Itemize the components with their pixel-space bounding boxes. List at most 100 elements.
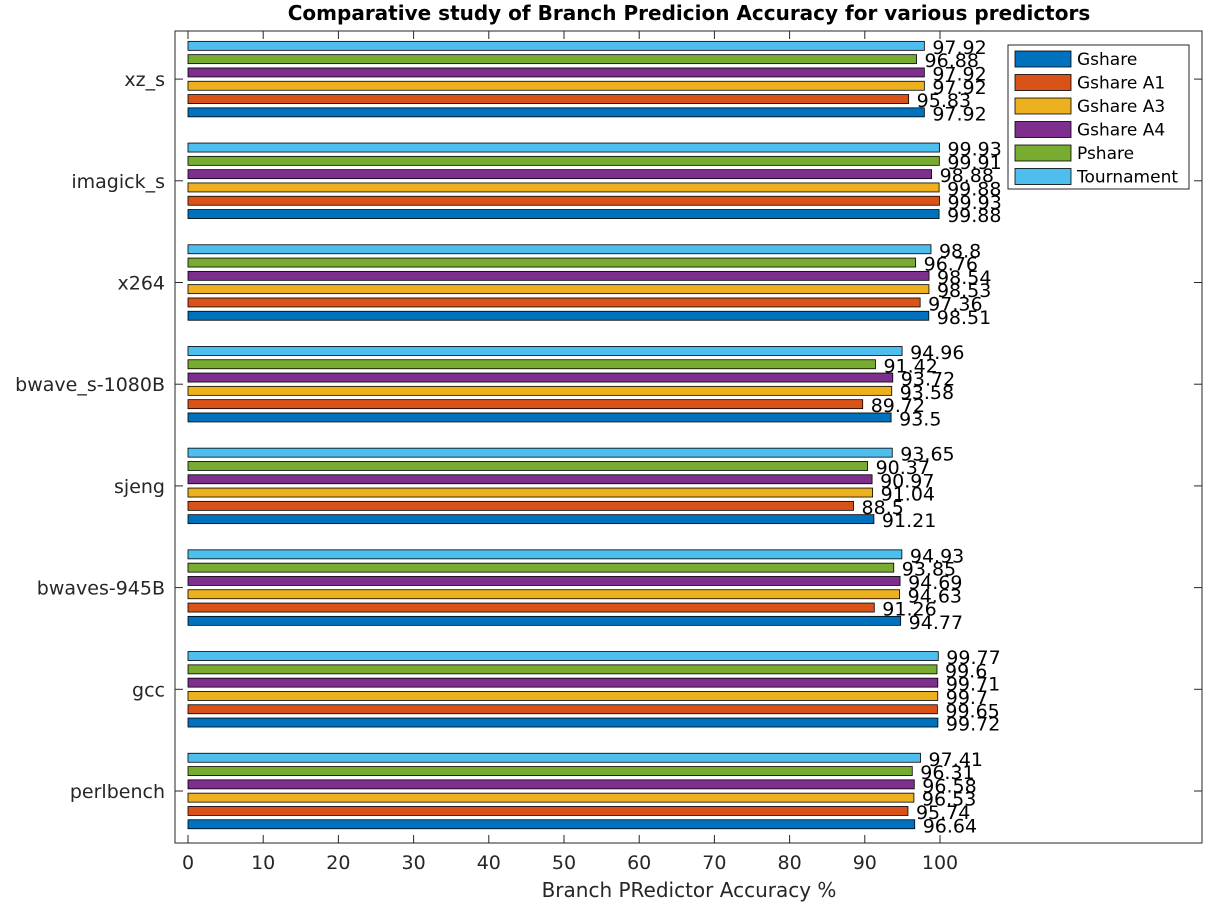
bar (187, 447, 893, 458)
bar (187, 487, 874, 498)
bar (187, 589, 901, 600)
legend-swatch (1014, 121, 1072, 138)
bar (187, 514, 875, 525)
x-axis-title: Branch PRedictor Accuracy % (542, 878, 837, 902)
data-label: 96.31 (920, 762, 974, 784)
legend-label: Gshare (1077, 50, 1137, 70)
legend-box (1007, 44, 1190, 190)
category-label: perlbench (70, 781, 165, 803)
bar (187, 297, 921, 308)
bar (187, 412, 892, 423)
data-label: 99.93 (947, 192, 1001, 214)
data-label: 93.85 (902, 559, 956, 581)
data-label: 97.92 (932, 77, 986, 99)
data-label: 99.6 (945, 660, 987, 682)
x-tick-label: 50 (552, 852, 576, 874)
data-label: 98.51 (937, 307, 991, 329)
data-label: 99.88 (947, 205, 1001, 227)
data-label: 98.8 (939, 240, 981, 262)
data-label: 91.26 (882, 599, 936, 621)
bar (187, 717, 939, 728)
bar (187, 819, 916, 830)
x-tick-label: 80 (778, 852, 802, 874)
bar (187, 209, 940, 219)
bar (187, 576, 901, 586)
data-label: 99.93 (947, 139, 1001, 161)
data-label: 97.92 (932, 103, 986, 125)
bar (187, 766, 913, 776)
x-tick-label: 60 (627, 852, 651, 874)
legend-swatch (1014, 74, 1072, 91)
bar (187, 67, 925, 78)
bar (187, 80, 925, 91)
data-label: 94.77 (909, 612, 963, 634)
bar (187, 107, 925, 118)
bar (187, 310, 930, 321)
x-tick-label: 0 (182, 852, 194, 874)
bar (187, 399, 864, 410)
bar (187, 752, 921, 763)
bar (187, 664, 938, 675)
bar (187, 562, 895, 573)
legend-label: Gshare A3 (1077, 97, 1165, 117)
x-tick-label: 30 (402, 852, 426, 874)
bar (187, 385, 893, 396)
bar (187, 615, 902, 626)
data-label: 96.76 (924, 254, 978, 276)
bar (187, 792, 915, 803)
category-label: bwave_s-1080B (15, 374, 165, 396)
axes: perlbench gcc bwaves-945B sjeng bwave_s-1080… (15, 31, 1202, 874)
bar (187, 500, 854, 511)
data-label: 99.65 (945, 700, 999, 722)
data-label: 93.5 (899, 408, 941, 430)
bar (187, 40, 925, 51)
bar (187, 94, 910, 104)
bar (187, 54, 917, 65)
chart-title: Comparative study of Branch Predicion Ac… (288, 1, 1091, 25)
category-label: xz_s (124, 69, 165, 91)
data-label: 95.83 (917, 90, 971, 112)
legend-label: Tournament (1076, 168, 1178, 188)
data-label: 99.71 (946, 674, 1000, 696)
bar (187, 704, 938, 715)
data-label: 97.92 (932, 37, 986, 59)
bar (187, 461, 868, 471)
data-label: 93.58 (900, 382, 954, 404)
data-label: 99.7 (946, 687, 988, 709)
bar (187, 806, 909, 816)
legend-swatch (1014, 97, 1072, 115)
x-tick-label: 20 (326, 852, 350, 874)
bar (187, 359, 876, 370)
legend-swatch (1014, 168, 1072, 185)
x-tick-label: 100 (922, 852, 958, 874)
legend-label: Gshare A4 (1077, 121, 1165, 141)
legend-label: Gshare A1 (1077, 74, 1165, 94)
x-tick-label: 10 (251, 852, 275, 874)
category-label: sjeng (114, 476, 165, 498)
data-label: 90.37 (876, 457, 930, 479)
bar (187, 270, 930, 281)
data-label: 94.93 (910, 545, 964, 567)
data-label: 99.72 (946, 714, 1000, 736)
data-label: 93.65 (900, 444, 954, 466)
data-label: 93.72 (901, 369, 955, 391)
data-label: 96.64 (923, 815, 977, 837)
bar (187, 195, 940, 206)
bar (187, 257, 917, 268)
data-label: 88.5 (862, 497, 904, 519)
data-label: 99.77 (946, 647, 1000, 669)
bar (187, 474, 873, 485)
data-label: 97.36 (928, 293, 982, 315)
bar (187, 346, 903, 356)
bar (187, 155, 940, 166)
data-label: 99.88 (947, 178, 1001, 200)
category-label: bwaves-945B (37, 578, 165, 600)
data-label: 94.63 (908, 585, 962, 607)
data-label: 96.53 (922, 789, 976, 811)
bar (187, 549, 903, 560)
data-label: 91.42 (883, 355, 937, 377)
legend-label: Pshare (1077, 144, 1134, 164)
bar (187, 651, 939, 661)
